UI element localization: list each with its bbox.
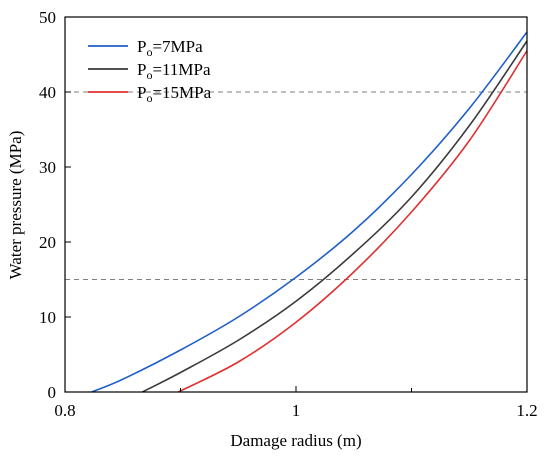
x-tick-label: 1 [292, 401, 301, 420]
y-tick-label: 30 [39, 158, 56, 177]
y-tick-label: 10 [39, 308, 56, 327]
series-lines [91, 31, 528, 393]
reference-lines [65, 91, 527, 280]
legend-label-1: Po=7MPa [137, 37, 203, 59]
y-tick-label: 40 [39, 83, 56, 102]
x-axis-title: Damage radius (m) [230, 431, 361, 450]
series-line-3 [177, 50, 528, 393]
y-tick-label: 50 [39, 8, 56, 27]
legend-label-3: Po=15MPa [137, 83, 212, 105]
axes: 0.8 1 1.2 0 10 20 30 40 50 [39, 8, 538, 420]
y-axis-title: Water pressure (MPa) [6, 131, 25, 280]
y-tick-label: 0 [48, 383, 57, 402]
series-line-2 [142, 40, 528, 393]
plot-frame [64, 16, 528, 393]
x-tick-label: 1.2 [516, 401, 537, 420]
legend-label-2: Po=11MPa [137, 60, 211, 82]
series-line-1 [91, 31, 528, 393]
x-tick-label: 0.8 [54, 401, 75, 420]
y-tick-label: 20 [39, 233, 56, 252]
